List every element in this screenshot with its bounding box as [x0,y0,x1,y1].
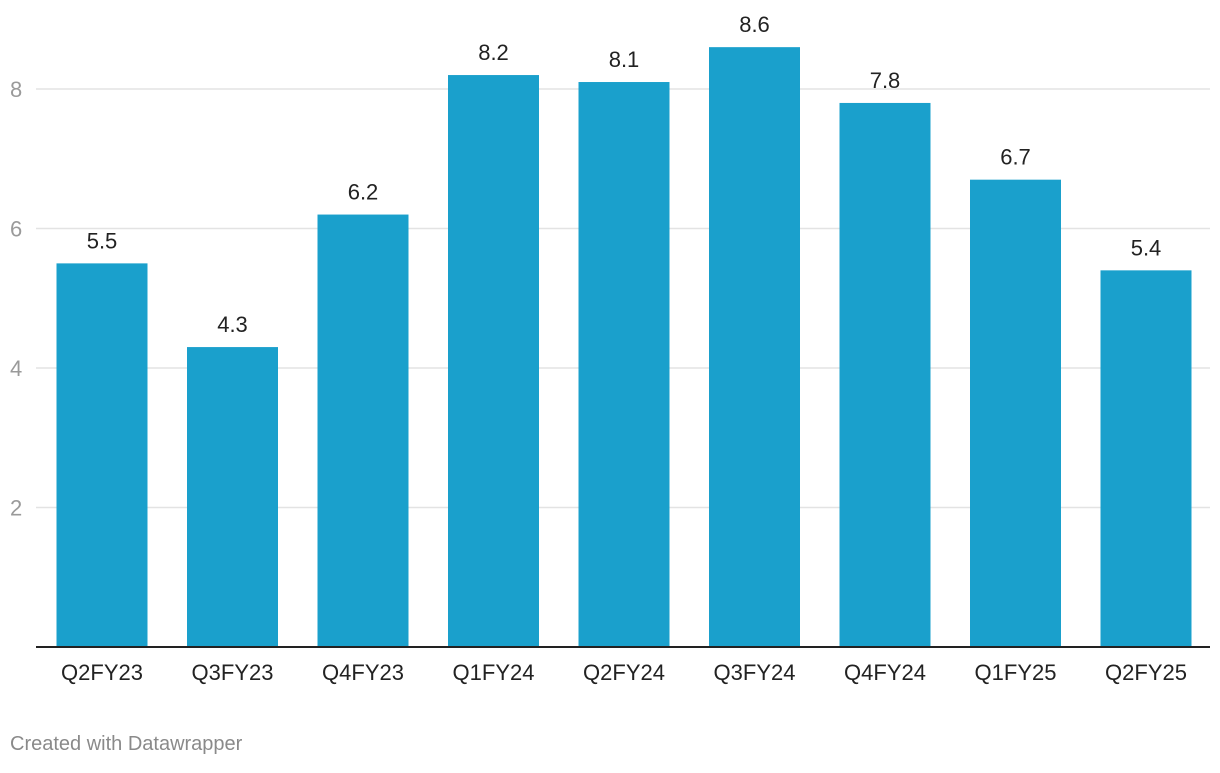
datawrapper-credit: Created with Datawrapper [10,733,243,755]
x-tick-label-Q1FY24: Q1FY24 [453,660,535,685]
x-tick-label-Q4FY24: Q4FY24 [844,660,926,685]
value-label-Q3FY24: 8.6 [739,12,770,37]
bars [56,47,1192,648]
value-label-Q4FY23: 6.2 [348,180,379,205]
bar-Q1FY25 [970,179,1061,648]
x-tick-label-Q3FY23: Q3FY23 [192,660,274,685]
bar-Q2FY24 [578,82,670,647]
x-tick-label-Q2FY25: Q2FY25 [1105,660,1187,685]
x-tick-label-Q4FY23: Q4FY23 [322,660,404,685]
value-labels: 5.5 4.3 6.2 8.2 8.1 8.6 7.8 6.7 5.4 [87,12,1162,337]
bar-Q1FY24 [448,75,539,648]
x-tick-label-Q1FY25: Q1FY25 [975,660,1057,685]
bar-Q4FY23 [317,214,409,648]
y-tick-label: 2 [10,496,22,521]
value-label-Q3FY23: 4.3 [217,312,248,337]
y-axis-ticks: 2 4 6 8 [10,77,22,521]
x-tick-label-Q2FY24: Q2FY24 [583,660,665,685]
x-tick-label-Q3FY24: Q3FY24 [714,660,796,685]
x-axis-ticks: Q2FY23 Q3FY23 Q4FY23 Q1FY24 Q2FY24 Q3FY24 Q4FY… [61,660,1187,685]
bar-Q4FY24 [839,102,931,647]
value-label-Q1FY25: 6.7 [1000,145,1031,170]
y-tick-label: 6 [10,217,22,242]
bar-Q2FY25 [1100,270,1192,647]
bar-Q3FY24 [709,47,800,647]
value-label-Q2FY24: 8.1 [609,47,640,72]
bar-Q3FY23 [187,347,278,647]
y-tick-label: 8 [10,77,22,102]
x-tick-label-Q2FY23: Q2FY23 [61,660,143,685]
y-tick-label: 4 [10,356,22,381]
value-label-Q4FY24: 7.8 [870,68,901,93]
value-label-Q2FY25: 5.4 [1131,235,1162,260]
value-label-Q1FY24: 8.2 [478,40,509,65]
value-label-Q2FY23: 5.5 [87,228,118,253]
bar-Q2FY23 [56,263,148,647]
